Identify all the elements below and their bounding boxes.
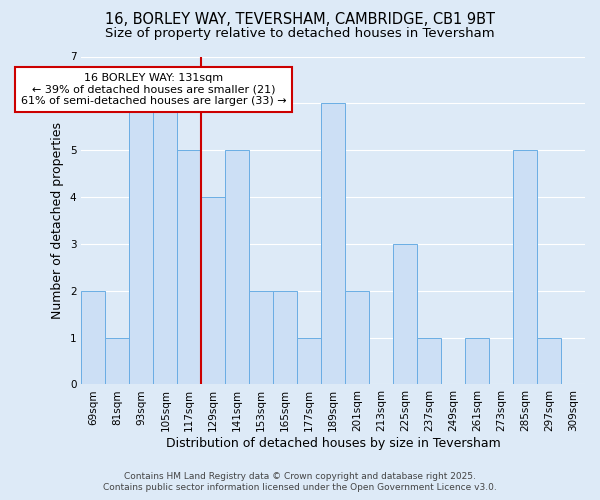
Bar: [178, 150, 201, 384]
Bar: [249, 291, 273, 384]
Bar: [273, 291, 297, 384]
Bar: [393, 244, 417, 384]
X-axis label: Distribution of detached houses by size in Teversham: Distribution of detached houses by size …: [166, 437, 500, 450]
Bar: [513, 150, 537, 384]
Bar: [225, 150, 249, 384]
Bar: [537, 338, 561, 384]
Bar: [130, 104, 154, 384]
Bar: [106, 338, 130, 384]
Bar: [345, 291, 369, 384]
Bar: [201, 197, 225, 384]
Bar: [82, 291, 106, 384]
Text: Contains HM Land Registry data © Crown copyright and database right 2025.
Contai: Contains HM Land Registry data © Crown c…: [103, 472, 497, 492]
Bar: [154, 104, 178, 384]
Text: 16 BORLEY WAY: 131sqm
← 39% of detached houses are smaller (21)
61% of semi-deta: 16 BORLEY WAY: 131sqm ← 39% of detached …: [20, 73, 286, 106]
Bar: [465, 338, 489, 384]
Y-axis label: Number of detached properties: Number of detached properties: [52, 122, 64, 319]
Bar: [417, 338, 441, 384]
Text: 16, BORLEY WAY, TEVERSHAM, CAMBRIDGE, CB1 9BT: 16, BORLEY WAY, TEVERSHAM, CAMBRIDGE, CB…: [105, 12, 495, 28]
Bar: [297, 338, 321, 384]
Text: Size of property relative to detached houses in Teversham: Size of property relative to detached ho…: [105, 28, 495, 40]
Bar: [321, 104, 345, 384]
